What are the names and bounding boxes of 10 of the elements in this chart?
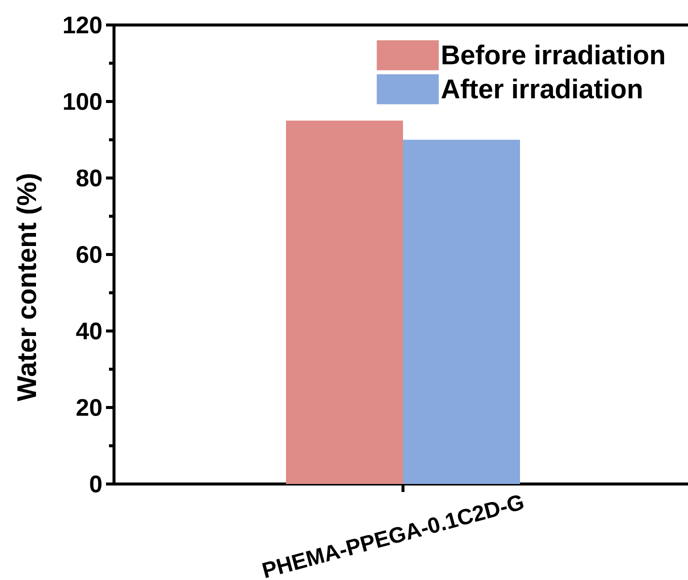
legend-label: After irradiation <box>441 78 642 98</box>
y-tick-label: 60 <box>76 246 102 263</box>
y-tick-label: 20 <box>76 398 102 416</box>
y-axis-title: Water content (%) <box>16 174 42 402</box>
y-tick-label: 100 <box>64 92 102 110</box>
legend-label: Before irradiation <box>442 44 664 64</box>
y-tick-label: 40 <box>76 322 102 340</box>
y-tick-label: 80 <box>76 169 102 186</box>
y-tick-label: 0 <box>90 475 102 492</box>
y-tick-label: 120 <box>64 16 102 34</box>
